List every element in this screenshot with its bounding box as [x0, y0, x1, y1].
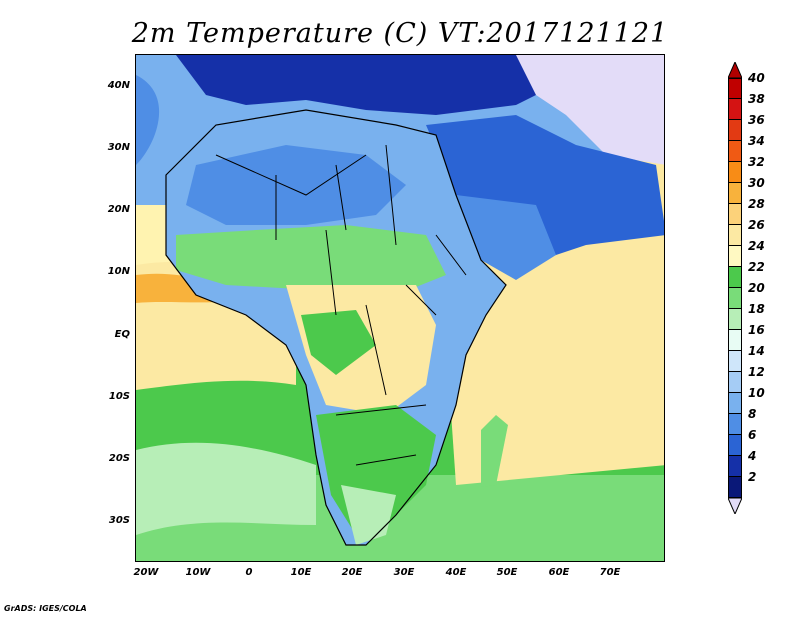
colorbar-top-arrow [728, 62, 742, 78]
lon-label-70e: 70E [599, 567, 621, 578]
colorbar-cell [728, 183, 742, 204]
madagascar [481, 415, 508, 487]
colorbar-label: 26 [748, 218, 765, 232]
colorbar-label: 24 [748, 239, 765, 253]
colorbar-label: 14 [748, 344, 765, 358]
colorbar-label: 32 [748, 155, 765, 169]
south-africa-cool [341, 485, 396, 545]
colorbar-label: 34 [748, 134, 765, 148]
colorbar-cell [728, 351, 742, 372]
colorbar-label: 2 [748, 470, 757, 484]
colorbar-label: 38 [748, 92, 765, 106]
colorbar-label: 22 [748, 260, 765, 274]
temperature-map [135, 54, 665, 562]
colorbar-cell [728, 477, 742, 498]
colorbar-cell [728, 393, 742, 414]
colorbar-cell [728, 78, 742, 99]
colorbar-cell [728, 309, 742, 330]
lon-label-10w: 10W [185, 567, 211, 578]
lon-label-20e: 20E [341, 567, 363, 578]
colorbar-label: 12 [748, 365, 765, 379]
colorbar-label: 10 [748, 386, 765, 400]
colorbar-label: 18 [748, 302, 765, 316]
lat-label-30n: 30N [107, 142, 130, 153]
colorbar-cell [728, 414, 742, 435]
lon-label-10e: 10E [290, 567, 312, 578]
colorbar-label: 36 [748, 113, 765, 127]
colorbar-label: 20 [748, 281, 765, 295]
colorbar-label: 30 [748, 176, 765, 190]
europe-landmass [176, 55, 556, 115]
colorbar-cell [728, 225, 742, 246]
colorbar [728, 62, 742, 514]
colorbar-cell [728, 141, 742, 162]
colorbar-cell [728, 120, 742, 141]
sahel-green [176, 225, 446, 295]
lat-label-10s: 10S [108, 391, 130, 402]
colorbar-cell [728, 435, 742, 456]
colorbar-cell [728, 372, 742, 393]
footer-credit: GrADS: IGES/COLA [4, 604, 87, 613]
map-title: 2m Temperature (C) VT:2017121121 [131, 18, 669, 49]
colorbar-cell [728, 246, 742, 267]
ocean-cool-southwest [136, 442, 316, 535]
colorbar-cell [728, 99, 742, 120]
colorbar-label: 8 [748, 407, 757, 421]
colorbar-cells [728, 78, 742, 498]
colorbar-cell [728, 456, 742, 477]
colorbar-cell [728, 267, 742, 288]
lon-label-40e: 40E [445, 567, 467, 578]
colorbar-label: 6 [748, 428, 757, 442]
central-africa-green [301, 310, 376, 375]
ocean-cold-atlantic [136, 75, 160, 165]
colorbar-label: 40 [748, 71, 765, 85]
map-graphic [136, 55, 664, 561]
colorbar-bottom-arrow [728, 498, 742, 514]
colorbar-label: 28 [748, 197, 765, 211]
lon-label-50e: 50E [496, 567, 518, 578]
coastline [165, 109, 507, 546]
colorbar-cell [728, 288, 742, 309]
lat-label-20n: 20N [107, 204, 130, 215]
central-asia [516, 55, 664, 165]
lon-label-30e: 30E [393, 567, 415, 578]
colorbar-label: 4 [748, 449, 757, 463]
lat-label-40n: 40N [107, 80, 130, 91]
country-borders [215, 144, 467, 466]
colorbar-label: 16 [748, 323, 765, 337]
lon-label-0: 0 [245, 567, 253, 578]
lon-label-60e: 60E [548, 567, 570, 578]
lon-label-20w: 20W [133, 567, 159, 578]
lat-label-30s: 30S [108, 515, 130, 526]
lat-label-20s: 20S [108, 453, 130, 464]
lat-label-eq: EQ [114, 329, 130, 340]
colorbar-cell [728, 162, 742, 183]
lat-label-10n: 10N [107, 266, 130, 277]
colorbar-cell [728, 330, 742, 351]
colorbar-cell [728, 204, 742, 225]
